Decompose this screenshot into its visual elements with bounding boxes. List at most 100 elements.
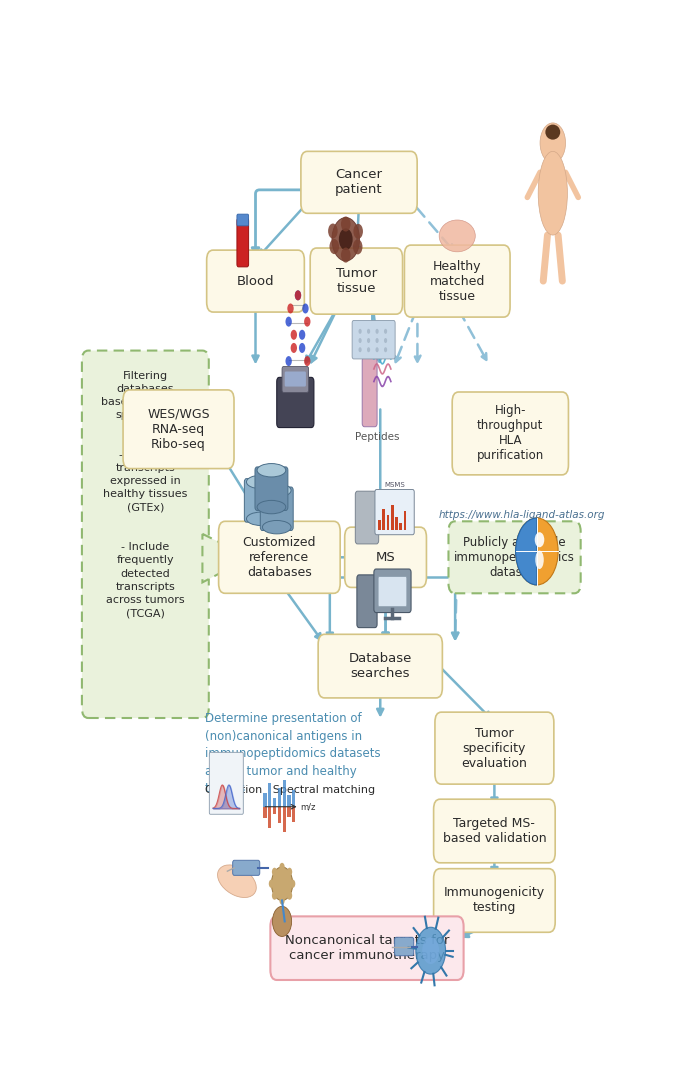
Circle shape <box>329 239 339 254</box>
Bar <box>395 517 398 529</box>
Circle shape <box>286 357 292 366</box>
Circle shape <box>272 891 277 900</box>
Circle shape <box>353 239 362 254</box>
Text: MS: MS <box>375 551 395 564</box>
Circle shape <box>295 383 301 392</box>
Circle shape <box>295 290 301 300</box>
Text: Healthy
matched
tissue: Healthy matched tissue <box>429 260 485 302</box>
Bar <box>382 509 385 529</box>
Text: Noncanonical targets for
cancer immunotherapy: Noncanonical targets for cancer immunoth… <box>285 934 449 962</box>
Ellipse shape <box>538 151 567 235</box>
Bar <box>288 795 290 807</box>
Circle shape <box>339 228 353 250</box>
FancyBboxPatch shape <box>452 392 569 475</box>
FancyBboxPatch shape <box>434 869 555 933</box>
Circle shape <box>375 338 379 343</box>
Text: Tumor
tissue: Tumor tissue <box>336 267 377 295</box>
FancyBboxPatch shape <box>357 575 377 627</box>
FancyBboxPatch shape <box>123 390 234 468</box>
Bar <box>269 784 271 807</box>
Circle shape <box>358 338 362 343</box>
FancyBboxPatch shape <box>374 569 411 613</box>
Bar <box>378 520 381 529</box>
Circle shape <box>271 867 292 900</box>
Circle shape <box>299 342 306 353</box>
Bar <box>264 794 266 807</box>
FancyBboxPatch shape <box>260 487 293 530</box>
Circle shape <box>302 370 309 379</box>
Ellipse shape <box>262 521 291 534</box>
Circle shape <box>286 316 292 327</box>
Circle shape <box>290 329 297 340</box>
Wedge shape <box>516 518 537 585</box>
Bar <box>269 807 271 827</box>
Bar <box>399 523 402 529</box>
FancyBboxPatch shape <box>345 527 427 587</box>
FancyBboxPatch shape <box>271 916 464 980</box>
Bar <box>264 807 266 819</box>
Circle shape <box>287 867 292 876</box>
Circle shape <box>287 303 294 313</box>
FancyBboxPatch shape <box>356 491 379 544</box>
Bar <box>403 511 406 529</box>
Circle shape <box>290 879 295 888</box>
Circle shape <box>341 248 351 263</box>
Ellipse shape <box>218 865 256 898</box>
FancyBboxPatch shape <box>237 214 249 226</box>
FancyBboxPatch shape <box>207 250 304 312</box>
Circle shape <box>272 867 277 876</box>
FancyBboxPatch shape <box>449 522 581 594</box>
Bar <box>283 807 286 832</box>
Circle shape <box>269 879 274 888</box>
Ellipse shape <box>257 463 286 477</box>
Circle shape <box>384 328 387 334</box>
Ellipse shape <box>545 125 560 139</box>
Bar <box>386 514 389 529</box>
Ellipse shape <box>247 475 275 489</box>
Text: Cancer
patient: Cancer patient <box>335 168 383 197</box>
FancyBboxPatch shape <box>318 635 443 698</box>
Circle shape <box>279 897 285 904</box>
Text: https://www.hla-ligand-atlas.org: https://www.hla-ligand-atlas.org <box>438 511 605 521</box>
Circle shape <box>295 290 301 300</box>
FancyBboxPatch shape <box>435 712 554 784</box>
FancyBboxPatch shape <box>352 321 395 359</box>
FancyBboxPatch shape <box>277 377 314 427</box>
Circle shape <box>540 123 566 163</box>
FancyBboxPatch shape <box>255 467 288 511</box>
FancyBboxPatch shape <box>310 248 403 314</box>
Text: WES/WGS
RNA-seq
Ribo-seq: WES/WGS RNA-seq Ribo-seq <box>147 408 210 451</box>
Circle shape <box>341 216 351 232</box>
Bar <box>283 780 286 807</box>
Text: Co-elution   Spectral matching: Co-elution Spectral matching <box>205 785 375 795</box>
Text: Customized
reference
databases: Customized reference databases <box>242 536 316 578</box>
FancyBboxPatch shape <box>219 522 340 594</box>
Text: MSMS: MSMS <box>384 482 405 488</box>
Circle shape <box>353 224 363 239</box>
Text: Targeted MS-
based validation: Targeted MS- based validation <box>443 817 546 845</box>
Circle shape <box>287 891 292 900</box>
Circle shape <box>273 907 292 937</box>
Ellipse shape <box>535 551 544 569</box>
FancyBboxPatch shape <box>282 366 308 392</box>
Text: Publicly available
immunopeptidomics
datasets: Publicly available immunopeptidomics dat… <box>454 536 575 578</box>
FancyBboxPatch shape <box>434 799 555 863</box>
Circle shape <box>367 328 370 334</box>
FancyBboxPatch shape <box>233 860 260 875</box>
Bar <box>278 788 281 807</box>
Text: Database
searches: Database searches <box>349 652 412 680</box>
Bar <box>292 790 295 807</box>
Circle shape <box>535 533 545 547</box>
Bar <box>391 504 393 529</box>
FancyBboxPatch shape <box>285 372 306 387</box>
Text: High-
throughput
HLA
purification: High- throughput HLA purification <box>477 404 544 462</box>
Text: Immunogenicity
testing: Immunogenicity testing <box>444 887 545 914</box>
Circle shape <box>367 347 370 352</box>
Ellipse shape <box>439 220 475 252</box>
Circle shape <box>367 338 370 343</box>
FancyBboxPatch shape <box>404 245 510 317</box>
Circle shape <box>384 347 387 352</box>
Circle shape <box>375 347 379 352</box>
Circle shape <box>358 328 362 334</box>
Text: Peptides: Peptides <box>356 432 400 441</box>
